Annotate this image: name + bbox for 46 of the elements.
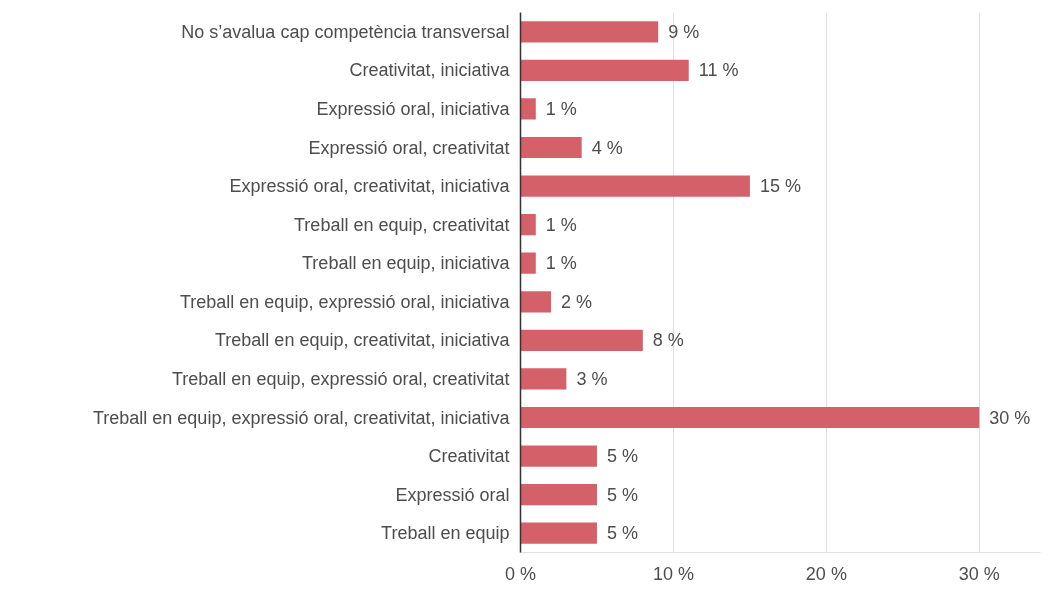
data-label: 1 %	[545, 253, 577, 274]
y-tick-label: Treball en equip, expressió oral, creativitat, iniciativa	[92, 407, 511, 428]
y-tick-label: Treball en equip	[381, 523, 510, 544]
y-tick-label: Treball en equip, creativitat	[294, 214, 510, 235]
data-label: 1 %	[545, 98, 577, 119]
bar	[520, 291, 552, 313]
data-label: 5 %	[606, 523, 638, 544]
bar	[520, 406, 980, 429]
data-label: 1 %	[545, 214, 577, 235]
data-label: 9 %	[668, 21, 700, 42]
y-tick-label: Treball en equip, creativitat, iniciativa	[215, 330, 511, 351]
x-tick-label: 10 %	[652, 563, 694, 584]
bar	[520, 175, 750, 197]
y-tick-label: Expressió oral	[395, 484, 510, 505]
y-tick-label: Expressió oral, creativitat	[308, 137, 510, 158]
x-tick-label: 20 %	[805, 563, 847, 584]
y-tick-label: No s’avalua cap competència transversal	[181, 21, 510, 42]
bar	[520, 368, 567, 390]
y-tick-label: Creativitat, iniciativa	[349, 60, 511, 81]
y-tick-label: Treball en equip, expressió oral, iniciativa	[180, 291, 511, 312]
y-tick-label: Treball en equip, iniciativa	[302, 253, 511, 274]
bar	[520, 252, 536, 274]
data-label: 15 %	[759, 176, 801, 197]
bar	[520, 214, 536, 236]
data-label: 3 %	[576, 368, 608, 389]
y-tick-label: Expressió oral, creativitat, iniciativa	[229, 176, 511, 197]
data-label: 5 %	[606, 484, 638, 505]
data-label: 4 %	[591, 137, 623, 158]
x-tick-label: 30 %	[958, 563, 1000, 584]
bar	[520, 484, 597, 506]
y-tick-label: Treball en equip, expressió oral, creativitat	[172, 368, 510, 389]
data-label: 30 %	[989, 407, 1031, 428]
y-tick-label: Creativitat	[428, 446, 510, 467]
data-label: 5 %	[606, 446, 638, 467]
bar	[520, 329, 643, 351]
bar	[520, 522, 597, 544]
bar	[520, 59, 689, 81]
bar	[520, 98, 536, 120]
data-label: 11 %	[698, 60, 739, 81]
x-tick-label: 0 %	[504, 563, 537, 584]
bar	[520, 136, 582, 159]
bar	[520, 445, 597, 467]
y-tick-label: Expressió oral, iniciativa	[316, 98, 511, 119]
data-label: 2 %	[561, 291, 593, 312]
data-label: 8 %	[652, 330, 684, 351]
bar	[520, 21, 659, 43]
